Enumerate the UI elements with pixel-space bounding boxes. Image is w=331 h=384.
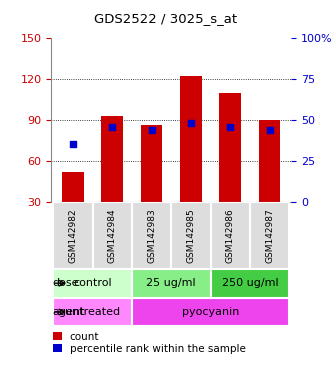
FancyBboxPatch shape: [211, 269, 289, 298]
Text: GSM142982: GSM142982: [69, 208, 77, 263]
Text: dose: dose: [52, 278, 78, 288]
Bar: [180, 76, 202, 202]
FancyBboxPatch shape: [171, 202, 211, 269]
Point: [110, 124, 115, 130]
Text: agent: agent: [52, 307, 84, 317]
Legend: count, percentile rank within the sample: count, percentile rank within the sample: [53, 332, 246, 354]
FancyBboxPatch shape: [132, 202, 171, 269]
Text: 250 ug/ml: 250 ug/ml: [222, 278, 278, 288]
Text: control: control: [73, 278, 112, 288]
Bar: [102, 116, 123, 202]
Bar: [141, 126, 163, 202]
Text: 25 ug/ml: 25 ug/ml: [147, 278, 196, 288]
FancyBboxPatch shape: [132, 269, 211, 298]
Point: [228, 124, 233, 130]
FancyBboxPatch shape: [132, 298, 289, 326]
Bar: [259, 120, 280, 202]
Text: untreated: untreated: [65, 307, 120, 317]
FancyBboxPatch shape: [93, 202, 132, 269]
Text: GDS2522 / 3025_s_at: GDS2522 / 3025_s_at: [94, 12, 237, 25]
Point: [70, 141, 75, 147]
Point: [149, 127, 154, 133]
FancyBboxPatch shape: [53, 202, 93, 269]
Text: GSM142986: GSM142986: [226, 208, 235, 263]
Text: GSM142983: GSM142983: [147, 208, 156, 263]
Bar: [219, 93, 241, 202]
Point: [267, 127, 272, 133]
Text: GSM142985: GSM142985: [186, 208, 196, 263]
Text: GSM142984: GSM142984: [108, 208, 117, 263]
FancyBboxPatch shape: [250, 202, 289, 269]
Text: GSM142987: GSM142987: [265, 208, 274, 263]
Text: pyocyanin: pyocyanin: [182, 307, 239, 317]
Bar: [62, 172, 84, 202]
FancyBboxPatch shape: [211, 202, 250, 269]
FancyBboxPatch shape: [53, 298, 132, 326]
Point: [188, 120, 194, 126]
FancyBboxPatch shape: [53, 269, 132, 298]
